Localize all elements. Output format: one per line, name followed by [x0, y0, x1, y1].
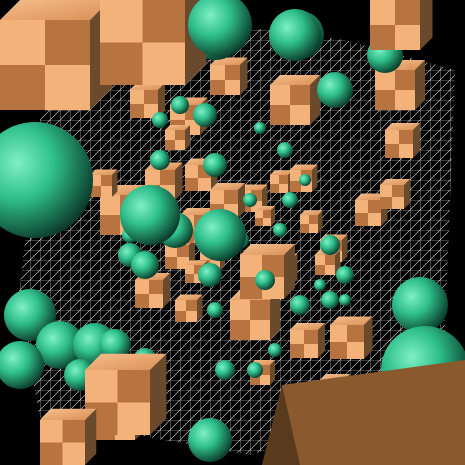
cube	[385, 123, 420, 158]
sphere	[243, 193, 257, 207]
sphere	[336, 266, 354, 284]
sphere	[321, 291, 339, 309]
cube	[270, 75, 320, 125]
cube	[175, 294, 203, 322]
cube	[380, 179, 410, 209]
cube	[100, 0, 207, 85]
sphere	[36, 321, 84, 369]
sphere	[0, 341, 44, 389]
sphere	[131, 251, 159, 279]
sphere	[255, 270, 275, 290]
sphere	[247, 362, 263, 378]
cube	[210, 57, 248, 95]
sphere	[320, 235, 340, 255]
sphere	[99, 329, 131, 361]
cube	[90, 169, 118, 197]
sphere	[290, 295, 310, 315]
sphere	[4, 289, 56, 341]
cube	[375, 60, 425, 110]
sphere	[188, 418, 232, 462]
sphere	[150, 150, 170, 170]
cube	[330, 316, 373, 359]
sphere	[282, 192, 298, 208]
sphere	[188, 0, 252, 57]
sphere	[273, 223, 287, 237]
sphere	[269, 9, 321, 61]
cube	[230, 290, 280, 340]
sphere	[152, 112, 168, 128]
sphere	[194, 209, 246, 261]
sphere	[299, 174, 311, 186]
cube	[85, 353, 167, 435]
cube	[165, 125, 190, 150]
sphere	[317, 72, 353, 108]
sphere	[254, 122, 266, 134]
sphere	[120, 185, 180, 245]
sphere	[203, 153, 227, 177]
cube	[290, 323, 325, 358]
sphere	[0, 122, 93, 238]
cube	[270, 170, 293, 193]
sphere	[339, 294, 351, 306]
sphere	[198, 263, 222, 287]
cube	[300, 210, 323, 233]
cube	[255, 206, 275, 226]
cube	[40, 408, 97, 465]
cube	[135, 273, 170, 308]
sphere	[171, 96, 189, 114]
cube	[0, 0, 113, 110]
sphere	[207, 302, 223, 318]
sphere	[314, 279, 326, 291]
sphere	[277, 142, 293, 158]
sphere	[215, 360, 235, 380]
foreground-cube	[262, 360, 465, 465]
cube	[370, 0, 433, 50]
sphere	[193, 103, 217, 127]
sphere	[268, 343, 282, 357]
sphere	[392, 277, 448, 333]
